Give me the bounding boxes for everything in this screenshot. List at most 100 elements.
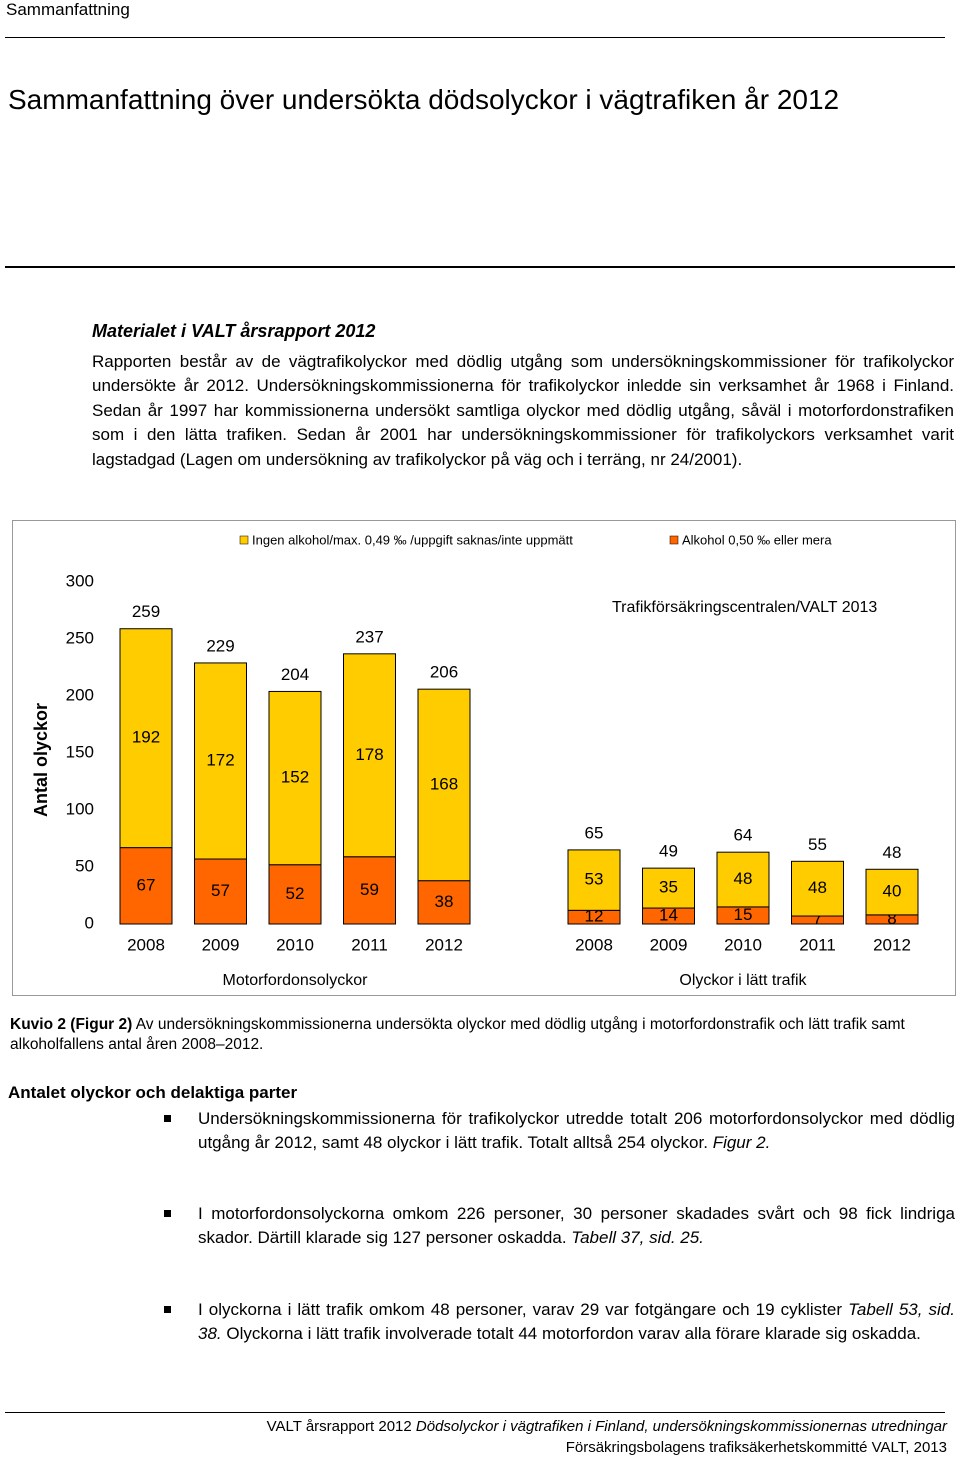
bar-segment [194, 662, 247, 860]
y-tick-label: 300 [66, 571, 94, 590]
x-tick-label: 2008 [575, 935, 613, 954]
x-tick-label: 2008 [127, 935, 165, 954]
page-title: Sammanfattning över undersökta dödsolyck… [8, 84, 840, 115]
x-tick-label: 2009 [202, 935, 240, 954]
text-run: Tabell 37, sid. 25. [571, 1228, 704, 1247]
legend-label: Alkohol 0,50 ‰ eller mera [682, 532, 832, 547]
annotation: Trafikförsäkringscentralen/VALT 2013 [612, 599, 877, 616]
bar-segment [417, 880, 471, 925]
value-label: 152 [281, 768, 309, 787]
bar-segment [417, 688, 471, 882]
value-label: 12 [585, 907, 604, 926]
bar-segment [194, 858, 247, 925]
header-rule [5, 37, 945, 38]
section-heading: Materialet i VALT årsrapport 2012 [92, 321, 376, 341]
legend-swatch [239, 535, 249, 545]
legend-swatch [669, 535, 679, 545]
value-label: 178 [355, 745, 383, 764]
bullet-marker [164, 1115, 171, 1122]
text-run: VALT årsrapport 2012 [266, 1418, 416, 1435]
title-rule [5, 266, 955, 268]
x-tick-label: 2009 [650, 935, 688, 954]
x-tick-label: 2012 [873, 935, 911, 954]
bar-segment [343, 653, 396, 858]
footer-line: Försäkringsbolagens trafiksäkerhetskommi… [565, 1439, 947, 1456]
x-tick-label: 2010 [276, 935, 314, 954]
legend-label: Ingen alkohol/max. 0,49 ‰ /uppgift sakna… [252, 532, 573, 547]
bar-segment [865, 868, 919, 916]
total-label: 65 [585, 823, 604, 842]
text-run: Undersökningskommissionerna för trafikol… [198, 1109, 955, 1152]
y-tick-label: 150 [66, 742, 94, 761]
x-tick-label: 2011 [799, 935, 836, 954]
y-axis-title: Antal olyckor [31, 703, 51, 817]
value-label: 40 [883, 882, 902, 901]
value-label: 59 [360, 880, 379, 899]
text-run: Olyckorna i lätt trafik involverade tota… [221, 1324, 921, 1343]
text-run: Dödsolyckor i vägtrafiken i Finland, und… [415, 1418, 947, 1435]
value-label: 52 [286, 884, 305, 903]
value-label: 7 [813, 909, 822, 928]
value-label: 172 [206, 750, 234, 769]
total-label: 229 [206, 636, 234, 655]
value-label: 14 [659, 906, 678, 925]
section2-heading: Antalet olyckor och delaktiga parter [8, 1083, 298, 1102]
footer-line: VALT årsrapport 2012 Dödsolyckor i vägtr… [267, 1418, 947, 1435]
bar-segment [268, 864, 322, 925]
footer-rule [5, 1412, 945, 1413]
total-label: 49 [659, 842, 678, 861]
bullet-item: I olyckorna i lätt trafik omkom 48 perso… [164, 1298, 955, 1346]
text-run: Figur 2. [712, 1133, 771, 1152]
text-run: I motorfordonsolyckorna omkom 226 person… [198, 1204, 955, 1247]
value-label: 168 [430, 774, 458, 793]
y-tick-label: 200 [66, 685, 94, 704]
bar-segment [119, 847, 173, 925]
y-tick-label: 0 [85, 913, 94, 932]
total-label: 55 [808, 835, 827, 854]
bullet-item: Undersökningskommissionerna för trafikol… [164, 1107, 955, 1155]
value-label: 38 [435, 892, 454, 911]
caption-label: Kuvio 2 (Figur 2) [10, 1016, 133, 1033]
text-run: I olyckorna i lätt trafik omkom 48 perso… [198, 1300, 849, 1319]
chart: 0 50 100 150 200 250 300 Antal olyckor Trafikför… [12, 520, 956, 996]
value-label: 8 [887, 909, 896, 928]
caption: Kuvio 2 (Figur 2) Av undersökningskommis… [10, 1015, 955, 1055]
bullet-item: I motorfordonsolyckorna omkom 226 person… [164, 1202, 955, 1250]
y-tick-label: 250 [66, 628, 94, 647]
value-label: 48 [734, 869, 753, 888]
bar-segment [716, 851, 770, 908]
bullet-marker [164, 1210, 171, 1217]
text-run: Tabell 53, sid. 38. [198, 1300, 955, 1343]
bar-segment [642, 867, 695, 909]
value-label: 53 [585, 870, 604, 889]
value-label: 67 [137, 875, 156, 894]
bar-segment [268, 690, 322, 866]
bar-segment [791, 860, 844, 917]
total-label: 259 [132, 602, 160, 621]
bar-segment [567, 849, 621, 911]
total-label: 237 [355, 627, 383, 646]
value-label: 35 [659, 878, 678, 897]
x-tick-label: 2012 [425, 935, 463, 954]
x-tick-label: 2010 [724, 935, 762, 954]
group-label: Olyckor i lätt trafik [679, 972, 807, 989]
bar-segment [119, 628, 173, 849]
paragraph: Rapporten består av de vägtrafikolyckor … [92, 352, 954, 469]
total-label: 206 [430, 663, 458, 682]
group-label: Motorfordonsolyckor [223, 972, 369, 989]
caption-text: Av undersökningskommissionerna undersökt… [10, 1016, 905, 1053]
value-label: 48 [808, 878, 827, 897]
y-tick-label: 100 [66, 799, 94, 818]
value-label: 15 [734, 905, 753, 924]
value-label: 192 [132, 728, 160, 747]
y-tick-label: 50 [75, 856, 94, 875]
bullet-marker [164, 1306, 171, 1313]
running-title: Sammanfattning [6, 0, 130, 19]
value-label: 57 [211, 881, 230, 900]
bar-segment [343, 856, 396, 925]
total-label: 204 [281, 665, 309, 684]
total-label: 48 [883, 843, 902, 862]
x-tick-label: 2011 [351, 935, 388, 954]
total-label: 64 [734, 826, 753, 845]
